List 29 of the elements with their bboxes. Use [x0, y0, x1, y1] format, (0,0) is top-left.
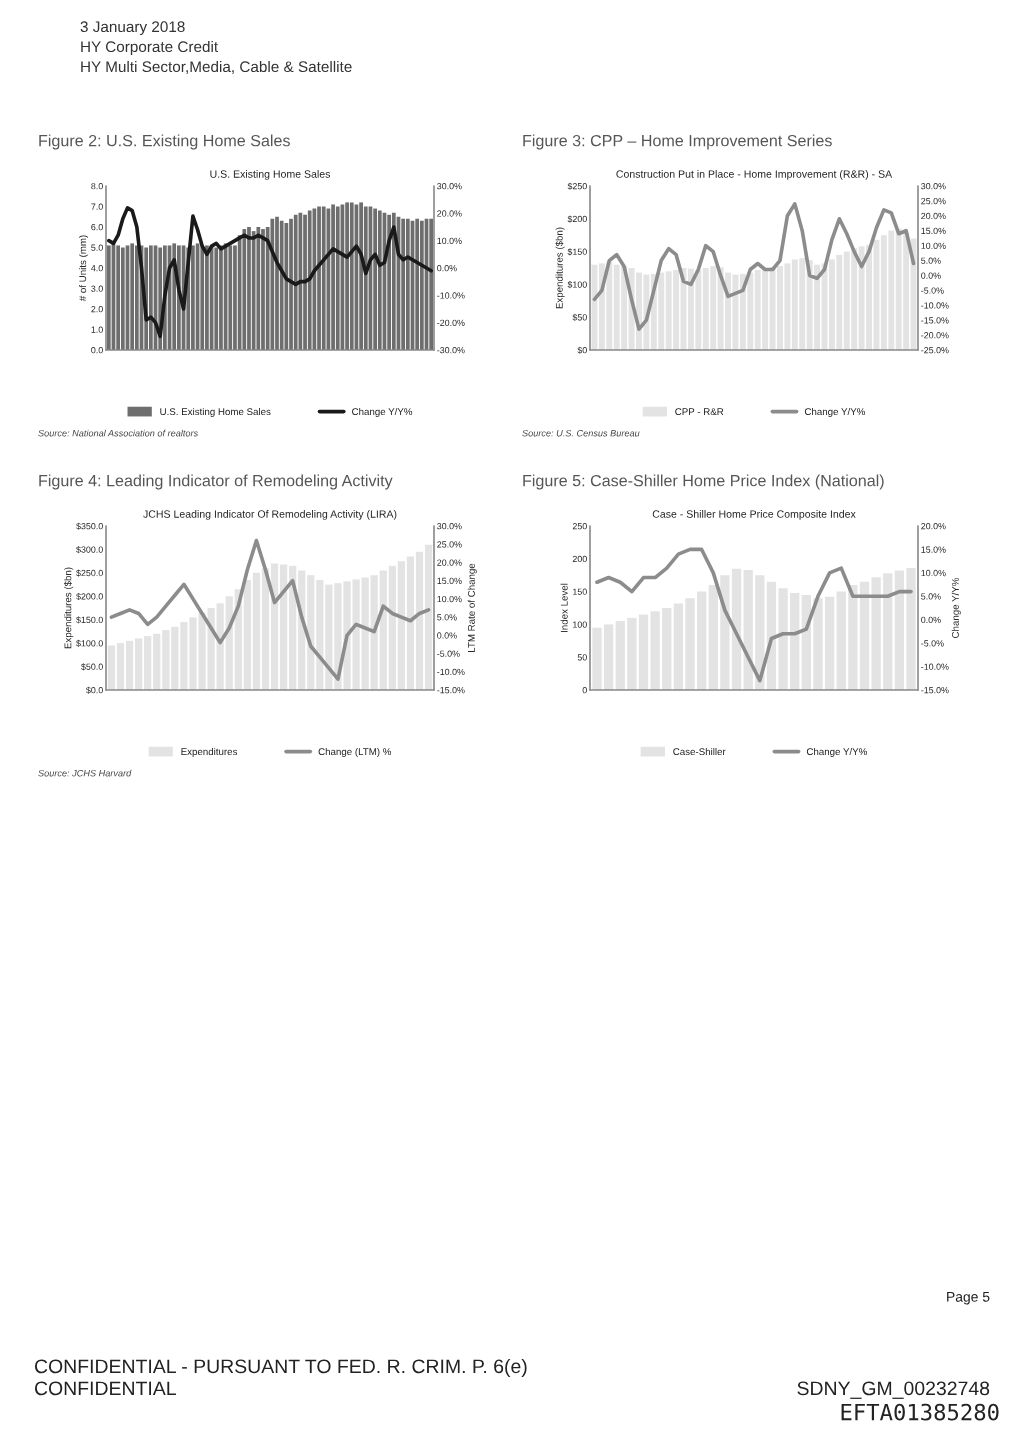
bar	[606, 262, 613, 350]
bar	[424, 544, 433, 690]
bar	[134, 638, 143, 690]
text: SDNY_GM_00232748	[797, 1381, 990, 1399]
bar	[739, 273, 746, 350]
line-series	[106, 206, 434, 339]
text: EFTA01385280	[841, 1403, 999, 1421]
bar	[279, 564, 288, 690]
bar	[725, 272, 731, 350]
bar	[406, 556, 415, 690]
bar	[903, 233, 910, 350]
chart-title: Figure 5: Case-Shiller Home Price Index (National)	[523, 474, 884, 490]
bar	[910, 238, 917, 350]
line-series	[595, 547, 913, 683]
bar	[591, 264, 598, 350]
bar	[261, 568, 270, 690]
chart-title: Figure 4: Leading Indicator of Remodeling Activity	[39, 474, 393, 490]
bar	[747, 272, 754, 350]
bar	[415, 551, 424, 690]
bar	[397, 561, 406, 690]
text: CONFIDENTIAL - PURSUANT TO FED. R. CRIM. P. 6(e)	[34, 1358, 527, 1378]
chart-title: Figure 2: U.S. Existing Home Sales	[39, 134, 290, 150]
bar	[107, 645, 116, 690]
text: CONFIDENTIAL	[34, 1381, 176, 1396]
chart-title: Figure 3: CPP – Home Improvement Series	[523, 134, 832, 150]
bar	[252, 572, 261, 690]
bar	[658, 272, 665, 350]
bar	[116, 643, 125, 690]
bar	[125, 640, 134, 690]
